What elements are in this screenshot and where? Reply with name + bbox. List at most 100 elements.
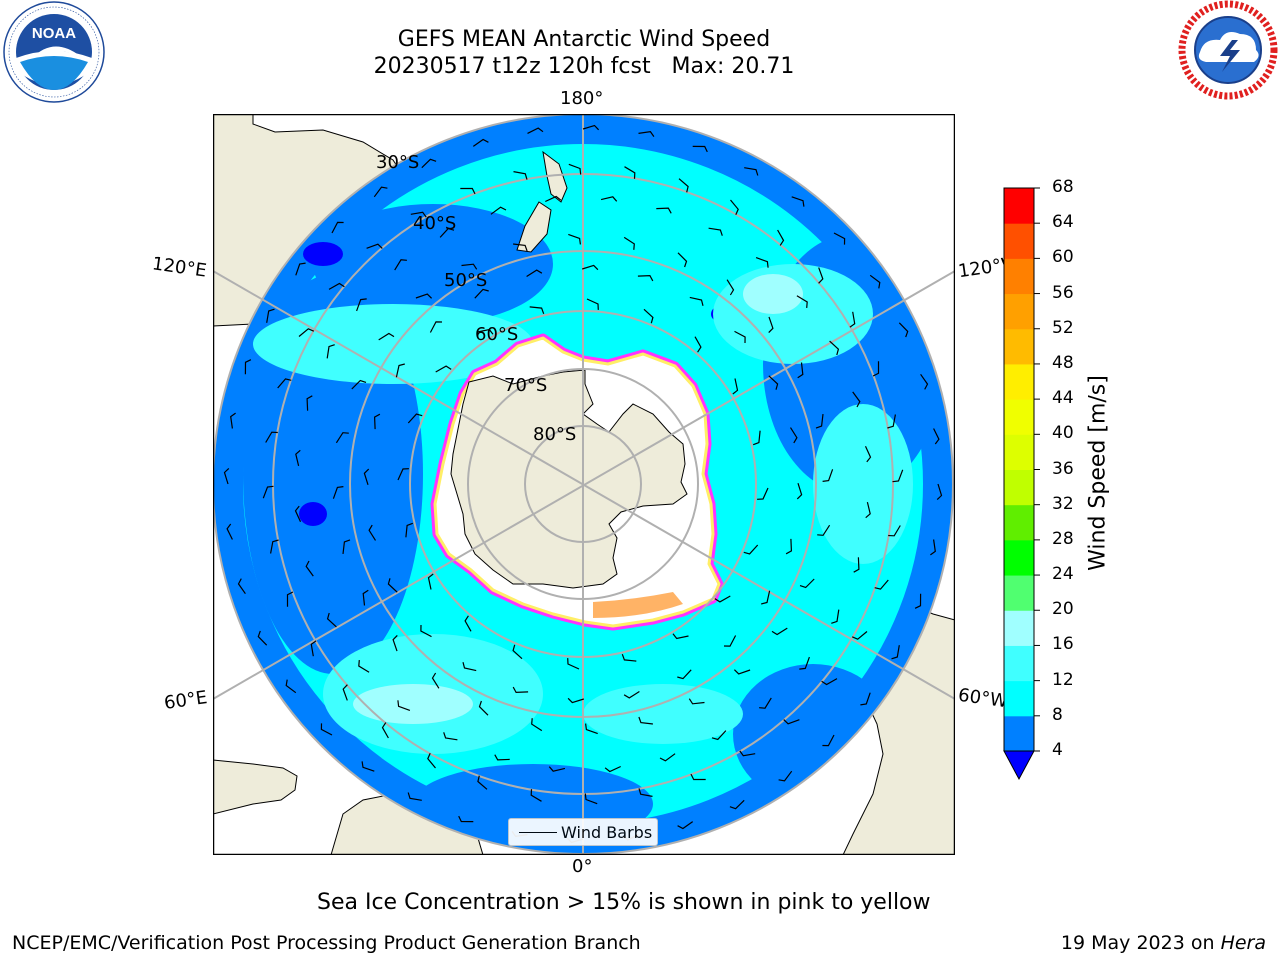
wind-barb <box>567 697 584 704</box>
wind-barb <box>778 770 793 782</box>
colorbar-tick-label: 44 <box>1052 388 1074 409</box>
wind-barb <box>711 730 727 741</box>
wind-barb <box>586 298 599 310</box>
wind-barb <box>829 340 840 356</box>
wind-barb <box>478 700 489 716</box>
wind-barb <box>306 395 313 411</box>
wind-barb <box>237 578 246 595</box>
colorbar-tick-label: 52 <box>1052 317 1074 338</box>
wind-barb <box>600 196 618 202</box>
wind-barb <box>310 640 317 657</box>
wind-barb <box>799 578 815 589</box>
wind-barb <box>294 505 302 522</box>
wind-barb <box>257 630 268 646</box>
wind-barb <box>874 579 889 590</box>
wind-barb <box>529 306 545 315</box>
colorbar-tick-label: 56 <box>1052 282 1074 303</box>
wind-barb <box>672 633 689 640</box>
wind-barb <box>677 669 692 680</box>
wind-barb <box>435 365 452 373</box>
wind-barb <box>869 274 881 289</box>
polar-stereographic-map <box>213 114 955 855</box>
wind-barb <box>743 544 759 555</box>
wind-barb <box>692 145 708 153</box>
colorbar-level <box>1004 539 1034 576</box>
wind-barb <box>831 609 840 624</box>
wind-barb <box>898 322 909 338</box>
wind-barb <box>730 199 739 216</box>
wind-barb <box>759 697 772 709</box>
wind-barb <box>789 427 798 444</box>
colorbar-level <box>1004 293 1034 330</box>
wind-barb <box>796 295 808 308</box>
wind-barb <box>431 672 440 689</box>
wind-barb <box>326 612 337 628</box>
wind-barb <box>761 590 771 605</box>
wind-barb <box>567 658 580 670</box>
footer-machine: Hera <box>1220 932 1266 954</box>
wind-barb <box>818 267 824 284</box>
wind-barb <box>638 716 653 725</box>
wind-barb <box>395 363 405 378</box>
wind-barb <box>688 698 705 705</box>
colorbar-tick-label: 24 <box>1052 564 1074 585</box>
wind-barb <box>362 589 369 606</box>
wind-barb <box>768 316 774 334</box>
wind-barb <box>464 615 472 632</box>
wind-barb <box>298 328 315 337</box>
wind-barb <box>363 468 370 485</box>
wind-barb <box>678 178 689 193</box>
colorbar-tick-label: 16 <box>1052 634 1074 655</box>
wind-barb <box>358 660 370 673</box>
colorbar-tick-label: 12 <box>1052 669 1074 690</box>
lon-label-0: 0° <box>572 856 593 877</box>
wind-barb <box>420 624 432 638</box>
wind-barb <box>373 413 381 430</box>
wind-barb <box>849 311 856 328</box>
colorbar-tick-label: 48 <box>1052 352 1074 373</box>
wind-barb <box>568 233 581 245</box>
wind-barb <box>621 653 637 662</box>
wind-barb <box>394 259 407 271</box>
wind-barb <box>397 700 411 711</box>
wind-barb <box>755 257 769 268</box>
wind-barb <box>822 734 835 747</box>
wind-barb <box>356 298 367 312</box>
colorbar-tick-label: 60 <box>1052 247 1074 268</box>
wind-barb-legend-line <box>519 832 557 833</box>
colorbar-level <box>1004 223 1034 259</box>
colorbar-tick-label: 28 <box>1052 528 1074 549</box>
lat-label-30s: 30°S <box>376 152 420 173</box>
wind-barb <box>723 635 737 647</box>
colorbar-level <box>1004 715 1034 752</box>
lon-label-120e: 120°E <box>150 253 208 282</box>
wind-barb <box>891 645 900 660</box>
colorbar <box>1003 187 1040 781</box>
wind-barb <box>677 252 688 268</box>
wind-barb <box>335 432 349 444</box>
footer-date-text: 19 May 2023 on <box>1060 932 1221 954</box>
noaa-logo-text: NOAA <box>32 25 76 42</box>
wind-barb <box>545 195 562 203</box>
wind-barb <box>439 227 455 238</box>
lon-label-180: 180° <box>560 88 604 109</box>
colorbar-level <box>1004 328 1034 365</box>
colorbar-level <box>1004 363 1034 400</box>
wind-barbs <box>223 124 943 844</box>
wind-barb <box>513 243 528 252</box>
wind-barb <box>512 644 523 660</box>
wind-barb <box>933 428 940 445</box>
wind-barb <box>458 815 474 823</box>
wind-barb <box>462 662 477 672</box>
wind-barb <box>230 412 236 429</box>
colorbar-level <box>1004 575 1034 611</box>
wind-barb <box>531 718 543 732</box>
map-frame <box>213 114 955 855</box>
wind-barb <box>407 792 422 801</box>
footer-date: 19 May 2023 on Hera <box>1061 932 1266 954</box>
wind-barb <box>757 487 769 500</box>
wind-barb <box>752 430 761 446</box>
colorbar-tick-label: 36 <box>1052 458 1074 479</box>
wind-barb <box>513 171 528 180</box>
colorbar-tick-label: 64 <box>1052 212 1074 233</box>
